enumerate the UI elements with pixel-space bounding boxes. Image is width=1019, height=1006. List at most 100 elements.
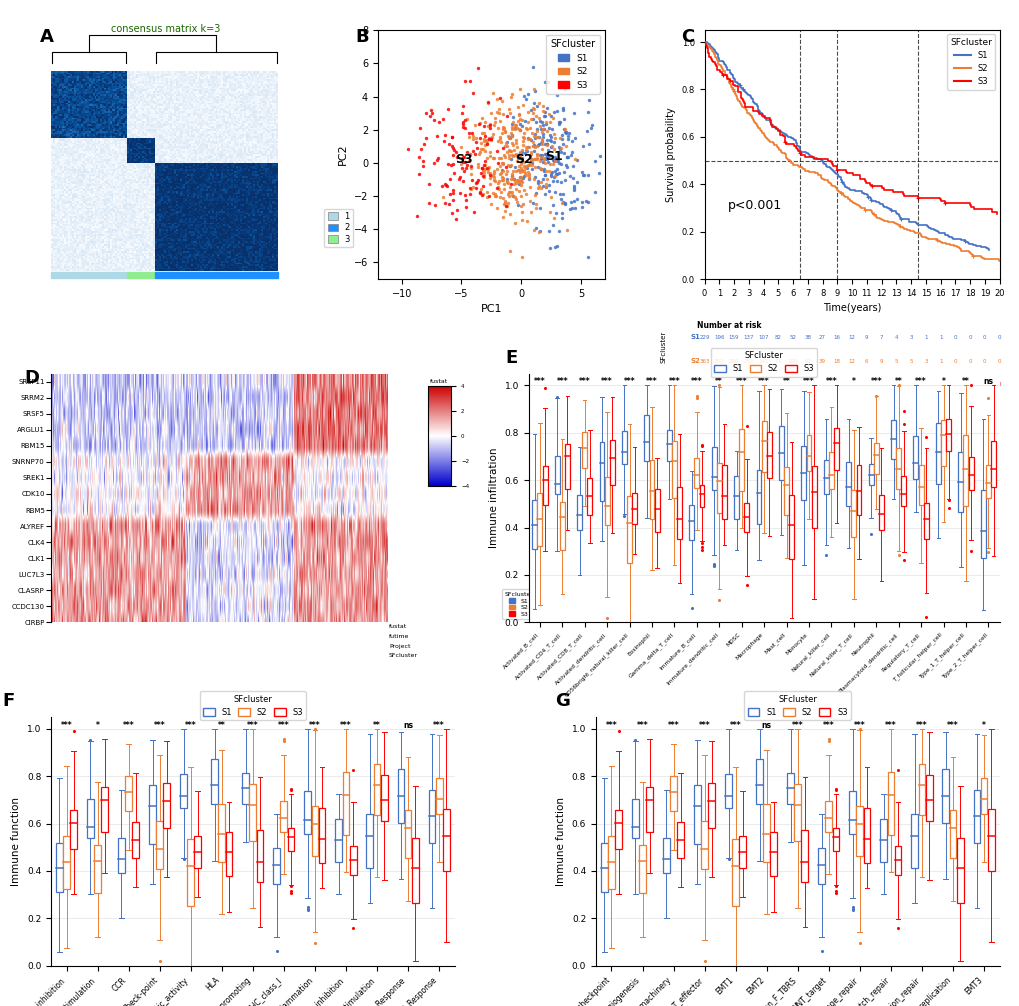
Point bbox=[469, 174, 485, 190]
Point bbox=[462, 185, 478, 201]
Point bbox=[513, 248, 529, 265]
FancyBboxPatch shape bbox=[923, 503, 928, 539]
Point bbox=[462, 146, 478, 162]
Point bbox=[560, 201, 577, 217]
FancyBboxPatch shape bbox=[600, 843, 607, 892]
Point bbox=[531, 199, 547, 215]
Point bbox=[462, 147, 478, 163]
Point bbox=[535, 126, 551, 142]
Point bbox=[962, 542, 978, 558]
Point bbox=[444, 185, 461, 201]
Point bbox=[494, 155, 511, 171]
FancyBboxPatch shape bbox=[913, 436, 917, 479]
Point bbox=[543, 168, 559, 184]
Bar bbox=[228, 273, 230, 279]
Point bbox=[344, 762, 361, 778]
FancyBboxPatch shape bbox=[689, 505, 694, 540]
Point bbox=[710, 592, 727, 608]
Point bbox=[477, 153, 493, 169]
Point bbox=[520, 157, 536, 173]
Point bbox=[532, 180, 548, 196]
Point bbox=[553, 127, 570, 143]
Point bbox=[538, 132, 554, 148]
Bar bbox=[212, 273, 213, 279]
Point bbox=[512, 80, 528, 97]
Point bbox=[556, 172, 573, 188]
Point bbox=[497, 198, 514, 214]
Point bbox=[575, 138, 591, 154]
Point bbox=[532, 161, 548, 177]
Bar bbox=[153, 273, 155, 279]
Point bbox=[535, 161, 551, 177]
Point bbox=[540, 121, 556, 137]
Point bbox=[516, 88, 532, 104]
Point bbox=[536, 74, 552, 91]
Point bbox=[500, 150, 517, 166]
Bar bbox=[111, 273, 113, 279]
Point bbox=[463, 125, 479, 141]
Point bbox=[426, 155, 442, 171]
Point bbox=[525, 101, 541, 117]
Point bbox=[547, 163, 564, 179]
Bar bbox=[140, 273, 142, 279]
Text: ***: *** bbox=[433, 720, 444, 729]
Point bbox=[494, 121, 511, 137]
Point bbox=[582, 121, 598, 137]
Point bbox=[475, 125, 491, 141]
Bar bbox=[93, 273, 95, 279]
Point bbox=[488, 143, 504, 159]
Point bbox=[522, 131, 538, 147]
Point bbox=[505, 121, 522, 137]
Point bbox=[498, 171, 515, 187]
Point bbox=[507, 135, 524, 151]
Bar bbox=[181, 273, 183, 279]
Point bbox=[495, 181, 512, 197]
Point bbox=[450, 171, 467, 187]
Point bbox=[528, 185, 544, 201]
Point bbox=[529, 129, 545, 145]
Bar bbox=[58, 273, 60, 279]
Point bbox=[529, 137, 545, 153]
Point bbox=[497, 159, 514, 175]
Point bbox=[566, 178, 582, 194]
Point bbox=[532, 174, 548, 190]
Bar bbox=[73, 273, 75, 279]
Point bbox=[486, 150, 502, 166]
Point bbox=[500, 187, 517, 203]
Point bbox=[275, 733, 291, 749]
Point bbox=[530, 180, 546, 196]
Point bbox=[512, 122, 528, 138]
Point bbox=[480, 96, 496, 112]
Point bbox=[514, 211, 530, 227]
Point bbox=[541, 203, 557, 219]
Point bbox=[511, 183, 527, 199]
Point bbox=[512, 169, 528, 185]
Point bbox=[486, 117, 502, 133]
Point bbox=[445, 142, 462, 158]
Text: **: ** bbox=[782, 377, 790, 386]
FancyBboxPatch shape bbox=[662, 838, 669, 873]
Bar bbox=[109, 273, 111, 279]
FancyBboxPatch shape bbox=[559, 502, 565, 550]
Text: ***: *** bbox=[556, 377, 568, 386]
Point bbox=[536, 167, 552, 183]
Point bbox=[567, 131, 583, 147]
Point bbox=[444, 156, 461, 172]
Point bbox=[569, 174, 585, 190]
Point bbox=[499, 157, 516, 173]
Point bbox=[483, 131, 499, 147]
Bar bbox=[149, 273, 151, 279]
FancyBboxPatch shape bbox=[794, 785, 800, 841]
Point bbox=[522, 144, 538, 160]
Bar bbox=[189, 273, 191, 279]
Bar bbox=[166, 273, 168, 279]
Point bbox=[553, 131, 570, 147]
Point bbox=[538, 136, 554, 152]
Point bbox=[482, 144, 498, 160]
Point bbox=[508, 113, 525, 129]
Point bbox=[458, 160, 474, 176]
FancyBboxPatch shape bbox=[721, 465, 727, 519]
Point bbox=[510, 162, 526, 178]
FancyBboxPatch shape bbox=[609, 440, 614, 485]
Point bbox=[442, 186, 459, 202]
